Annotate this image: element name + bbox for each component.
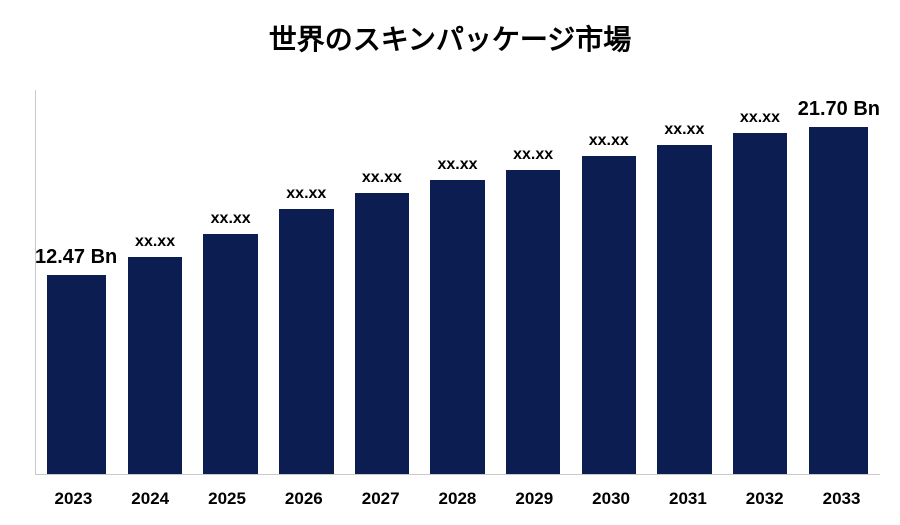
x-tick-label: 2032 bbox=[726, 489, 803, 509]
bar bbox=[430, 180, 484, 475]
bar bbox=[128, 257, 182, 475]
x-tick-label: 2033 bbox=[803, 489, 880, 509]
bar-value-label: xx.xx bbox=[362, 169, 402, 187]
bar-wrap: 12.47 Bn bbox=[35, 90, 117, 475]
bar bbox=[809, 127, 868, 475]
bar-value-label: xx.xx bbox=[135, 233, 175, 251]
bar-value-label: xx.xx bbox=[513, 146, 553, 164]
x-tick-label: 2029 bbox=[496, 489, 573, 509]
x-tick-label: 2025 bbox=[189, 489, 266, 509]
bar-value-label: xx.xx bbox=[211, 210, 251, 228]
x-tick-label: 2026 bbox=[265, 489, 342, 509]
bar bbox=[506, 170, 560, 475]
bar-wrap: xx.xx bbox=[268, 90, 344, 475]
bar-wrap: xx.xx bbox=[495, 90, 571, 475]
bar-value-label: xx.xx bbox=[664, 121, 704, 139]
bar-wrap: xx.xx bbox=[193, 90, 269, 475]
x-tick-label: 2031 bbox=[650, 489, 727, 509]
bar bbox=[203, 234, 257, 475]
bar-value-label: 12.47 Bn bbox=[35, 246, 117, 269]
x-axis-line bbox=[35, 474, 880, 475]
bar-wrap: xx.xx bbox=[117, 90, 193, 475]
bar-value-label: xx.xx bbox=[740, 109, 780, 127]
x-tick-label: 2028 bbox=[419, 489, 496, 509]
bar-value-label: xx.xx bbox=[437, 156, 477, 174]
bars-container: 12.47 Bn xx.xx xx.xx xx.xx xx.xx xx.xx xx.xx xx… bbox=[35, 90, 880, 475]
plot-area: 12.47 Bn xx.xx xx.xx xx.xx xx.xx xx.xx xx.xx xx… bbox=[35, 90, 880, 475]
bar-wrap: xx.xx bbox=[647, 90, 723, 475]
bar bbox=[582, 156, 636, 475]
x-tick-label: 2027 bbox=[342, 489, 419, 509]
x-axis-labels: 2023202420252026202720282029203020312032… bbox=[35, 489, 880, 509]
x-tick-label: 2023 bbox=[35, 489, 112, 509]
chart-title: 世界のスキンパッケージ市場 bbox=[0, 0, 900, 58]
bar bbox=[733, 133, 787, 475]
x-tick-label: 2024 bbox=[112, 489, 189, 509]
bar-value-label: xx.xx bbox=[286, 185, 326, 203]
bar bbox=[47, 275, 106, 475]
bar bbox=[355, 193, 409, 475]
x-tick-label: 2030 bbox=[573, 489, 650, 509]
bar bbox=[657, 145, 711, 475]
bar-wrap: 21.70 Bn bbox=[798, 90, 880, 475]
bar-wrap: xx.xx bbox=[420, 90, 496, 475]
bar-value-label: xx.xx bbox=[589, 132, 629, 150]
bar-wrap: xx.xx bbox=[571, 90, 647, 475]
bar-value-label: 21.70 Bn bbox=[798, 98, 880, 121]
bar-wrap: xx.xx bbox=[344, 90, 420, 475]
bar-wrap: xx.xx bbox=[722, 90, 798, 475]
bar bbox=[279, 209, 333, 475]
